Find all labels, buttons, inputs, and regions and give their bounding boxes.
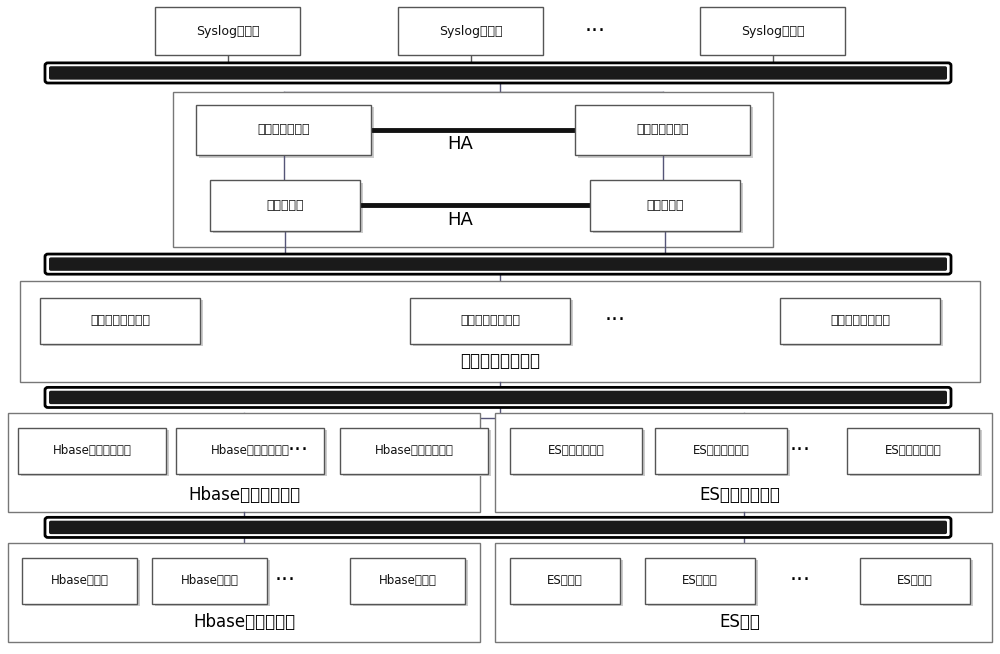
Bar bbox=[513, 560, 623, 606]
Text: ES索引库: ES索引库 bbox=[897, 574, 933, 587]
Bar bbox=[658, 430, 790, 476]
Bar bbox=[510, 428, 642, 473]
Bar bbox=[8, 413, 480, 512]
Text: Syslog客户端: Syslog客户端 bbox=[196, 24, 259, 37]
Text: HA: HA bbox=[447, 135, 473, 153]
FancyBboxPatch shape bbox=[45, 63, 951, 83]
Bar bbox=[350, 558, 465, 604]
Text: ES集群: ES集群 bbox=[720, 613, 760, 631]
Text: 访问控制服务器: 访问控制服务器 bbox=[257, 124, 310, 137]
Bar bbox=[340, 428, 488, 473]
Bar bbox=[155, 560, 270, 606]
Text: 负载均衡器: 负载均衡器 bbox=[646, 199, 684, 212]
Bar bbox=[495, 413, 992, 512]
FancyBboxPatch shape bbox=[49, 66, 947, 80]
Bar bbox=[343, 430, 491, 476]
Bar bbox=[578, 107, 753, 158]
Text: 采集前置服务模块: 采集前置服务模块 bbox=[90, 314, 150, 327]
Text: Syslog客户端: Syslog客户端 bbox=[439, 24, 502, 37]
Bar bbox=[780, 298, 940, 344]
Text: ES存储服务集群: ES存储服务集群 bbox=[700, 486, 780, 504]
Bar bbox=[155, 7, 300, 56]
Bar bbox=[655, 428, 787, 473]
Text: 采集前置服务模块: 采集前置服务模块 bbox=[460, 314, 520, 327]
Bar bbox=[25, 560, 140, 606]
Text: ···: ··· bbox=[790, 570, 810, 590]
Bar bbox=[510, 558, 620, 604]
Text: 采集前置服务集群: 采集前置服务集群 bbox=[460, 352, 540, 370]
FancyBboxPatch shape bbox=[45, 387, 951, 407]
FancyBboxPatch shape bbox=[49, 521, 947, 534]
Bar bbox=[8, 543, 480, 642]
Text: Hbase数据库: Hbase数据库 bbox=[181, 574, 238, 587]
Text: 访问控制服务器: 访问控制服务器 bbox=[636, 124, 689, 137]
Text: Hbase存储服务集群: Hbase存储服务集群 bbox=[188, 486, 300, 504]
Bar bbox=[40, 298, 200, 344]
Bar bbox=[353, 560, 468, 606]
Text: ES索引库: ES索引库 bbox=[547, 574, 583, 587]
Bar bbox=[860, 558, 970, 604]
Bar bbox=[590, 181, 740, 231]
Text: HA: HA bbox=[447, 211, 473, 229]
Text: Hbase存储服务模块: Hbase存储服务模块 bbox=[375, 444, 453, 457]
Text: Hbase存储服务模块: Hbase存储服务模块 bbox=[211, 444, 289, 457]
Bar bbox=[179, 430, 327, 476]
Bar bbox=[43, 300, 203, 346]
Text: ···: ··· bbox=[790, 440, 810, 460]
Bar bbox=[22, 558, 137, 604]
Bar bbox=[513, 430, 645, 476]
Text: ···: ··· bbox=[274, 570, 296, 590]
Text: Hbase数据库: Hbase数据库 bbox=[379, 574, 436, 587]
Bar bbox=[850, 430, 982, 476]
Text: ···: ··· bbox=[288, 440, 308, 460]
Text: ES索引库: ES索引库 bbox=[682, 574, 718, 587]
Text: ES存储服务模块: ES存储服务模块 bbox=[548, 444, 604, 457]
Bar bbox=[410, 298, 570, 344]
FancyBboxPatch shape bbox=[49, 258, 947, 271]
Bar bbox=[398, 7, 543, 56]
Bar bbox=[210, 181, 360, 231]
Bar bbox=[173, 92, 773, 247]
Bar bbox=[847, 428, 979, 473]
Bar bbox=[18, 428, 166, 473]
Bar bbox=[413, 300, 573, 346]
FancyBboxPatch shape bbox=[49, 390, 947, 404]
Bar bbox=[783, 300, 943, 346]
Text: Hbase数据库: Hbase数据库 bbox=[51, 574, 108, 587]
Bar bbox=[199, 107, 374, 158]
Bar bbox=[648, 560, 758, 606]
Text: ···: ··· bbox=[584, 21, 606, 41]
Bar bbox=[645, 558, 755, 604]
Bar bbox=[152, 558, 267, 604]
Bar bbox=[21, 430, 169, 476]
Bar bbox=[213, 182, 363, 233]
Text: Hbase存储服务模块: Hbase存储服务模块 bbox=[53, 444, 131, 457]
FancyBboxPatch shape bbox=[45, 254, 951, 274]
Text: ES存储服务模块: ES存储服务模块 bbox=[885, 444, 941, 457]
Text: 负载均衡器: 负载均衡器 bbox=[266, 199, 304, 212]
Text: 采集前置服务模块: 采集前置服务模块 bbox=[830, 314, 890, 327]
Bar bbox=[20, 281, 980, 381]
Text: Syslog客户端: Syslog客户端 bbox=[741, 24, 804, 37]
Text: ···: ··· bbox=[604, 310, 626, 330]
Text: Hbase数据库集群: Hbase数据库集群 bbox=[193, 613, 295, 631]
Bar bbox=[593, 182, 743, 233]
FancyBboxPatch shape bbox=[45, 517, 951, 538]
Bar bbox=[700, 7, 845, 56]
Bar bbox=[863, 560, 973, 606]
Bar bbox=[495, 543, 992, 642]
Text: ES存储服务模块: ES存储服务模块 bbox=[693, 444, 749, 457]
Bar bbox=[196, 105, 371, 155]
Bar bbox=[176, 428, 324, 473]
Bar bbox=[575, 105, 750, 155]
